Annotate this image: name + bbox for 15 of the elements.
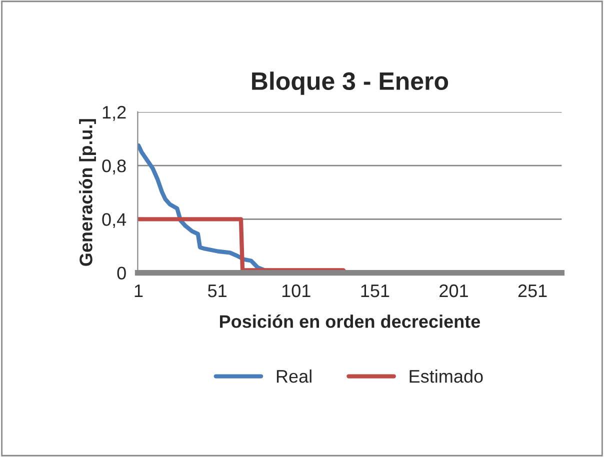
- y-axis-title: Generación [p.u.]: [78, 119, 96, 266]
- x-tick-label: 251: [518, 284, 547, 298]
- x-axis-title: Posición en orden decreciente: [220, 314, 480, 328]
- y-tick-label: 0,8: [102, 160, 126, 174]
- y-tick-label: 1,2: [102, 106, 126, 121]
- x-tick-label: 101: [282, 284, 310, 298]
- chart-title: Bloque 3 - Enero: [252, 72, 448, 95]
- y-tick-label: 0,4: [102, 213, 126, 228]
- legend-label: Real: [276, 370, 312, 383]
- x-tick-label: 1: [134, 284, 143, 298]
- y-tick-label: 0: [117, 266, 126, 280]
- x-tick-label: 51: [208, 284, 226, 298]
- x-tick-label: 201: [440, 284, 468, 298]
- x-tick-label: 151: [361, 284, 390, 298]
- legend-label: Estimado: [410, 370, 483, 383]
